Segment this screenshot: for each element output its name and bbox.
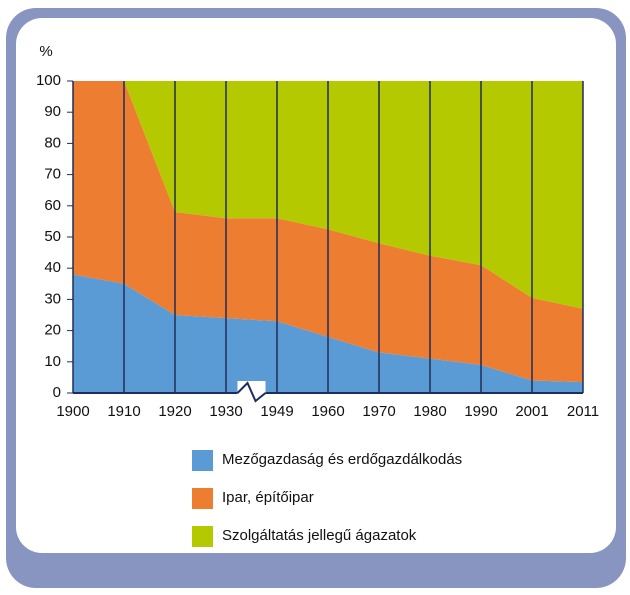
x-tick-label: 1900 [56, 403, 89, 420]
y-tick-label: 50 [44, 228, 61, 245]
x-tick-label: 1910 [107, 403, 140, 420]
y-tick-label: 20 [44, 322, 61, 339]
y-tick-label: 70 [44, 166, 61, 183]
legend-swatch [192, 488, 213, 509]
legend-swatch [192, 526, 213, 547]
x-tick-label: 2011 [567, 403, 599, 420]
y-tick-label: 90 [44, 103, 61, 120]
legend-swatch [192, 450, 213, 471]
x-tick-label: 1949 [260, 403, 293, 420]
legend-label: Ipar, építőipar [222, 489, 314, 506]
y-tick-label: 100 [36, 72, 61, 89]
y-tick-label: 80 [44, 134, 61, 151]
x-tick-label: 1930 [209, 403, 242, 420]
y-tick-label: 10 [44, 353, 61, 370]
legend-label: Szolgáltatás jellegű ágazatok [222, 527, 417, 544]
y-tick-label: 40 [44, 259, 61, 276]
x-tick-label: 1990 [464, 403, 497, 420]
area [73, 274, 583, 393]
x-tick-label: 1980 [413, 403, 446, 420]
x-tick-label: 1920 [158, 403, 191, 420]
legend-label: Mezőgazdaság és erdőgazdálkodás [222, 451, 462, 468]
y-tick-label: 0 [53, 384, 61, 401]
axis-break [236, 381, 267, 403]
y-tick-label: 60 [44, 197, 61, 214]
y-tick-label: 30 [44, 290, 61, 307]
x-tick-label: 1960 [311, 403, 344, 420]
x-tick-label: 1970 [362, 403, 395, 420]
x-tick-label: 2001 [515, 403, 548, 420]
y-axis-label: % [39, 43, 52, 60]
